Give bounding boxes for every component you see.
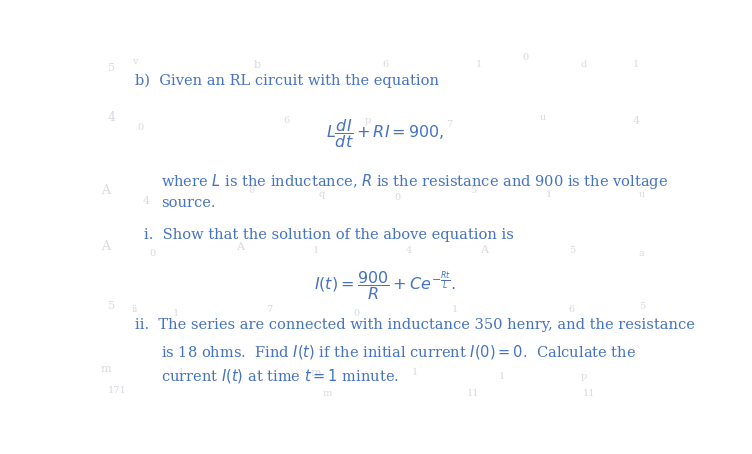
Text: u: u xyxy=(540,113,546,122)
Text: A: A xyxy=(102,184,110,197)
Text: m: m xyxy=(310,368,321,378)
Text: 4: 4 xyxy=(405,246,412,255)
Text: 7: 7 xyxy=(265,305,272,314)
Text: 1: 1 xyxy=(411,368,417,377)
Text: where $L$ is the inductance, $R$ is the resistance and 900 is the voltage: where $L$ is the inductance, $R$ is the … xyxy=(161,172,669,191)
Text: 4: 4 xyxy=(108,111,116,124)
Text: b: b xyxy=(253,60,261,70)
Text: m: m xyxy=(323,389,332,398)
Text: m: m xyxy=(100,364,111,374)
Text: 6: 6 xyxy=(382,60,389,69)
Text: ii.  The series are connected with inductance 350 henry, and the resistance: ii. The series are connected with induct… xyxy=(135,318,695,332)
Text: is 18 ohms.  Find $I(t)$ if the initial current $I(0) = 0$.  Calculate the: is 18 ohms. Find $I(t)$ if the initial c… xyxy=(161,343,636,361)
Text: current $I(t)$ at time $t = 1$ minute.: current $I(t)$ at time $t = 1$ minute. xyxy=(161,367,399,385)
Text: 5: 5 xyxy=(108,301,115,311)
Text: d: d xyxy=(581,60,587,69)
Text: A: A xyxy=(102,240,110,253)
Text: 1: 1 xyxy=(545,190,552,199)
Text: q: q xyxy=(318,190,324,199)
Text: 11: 11 xyxy=(466,389,479,398)
Text: 4: 4 xyxy=(632,116,639,126)
Text: 4: 4 xyxy=(143,196,150,206)
Text: 1: 1 xyxy=(172,309,179,318)
Text: 6: 6 xyxy=(569,305,575,314)
Text: $I(t) = \dfrac{900}{R} + Ce^{-\frac{Rt}{L}}.$: $I(t) = \dfrac{900}{R} + Ce^{-\frac{Rt}{… xyxy=(314,270,456,302)
Text: 5: 5 xyxy=(638,301,645,311)
Text: $L\dfrac{dI}{dt} + RI = 900,$: $L\dfrac{dI}{dt} + RI = 900,$ xyxy=(326,118,444,150)
Text: 0: 0 xyxy=(522,54,529,63)
Text: 1: 1 xyxy=(312,246,319,255)
Text: source.: source. xyxy=(161,196,216,210)
Text: 1: 1 xyxy=(178,368,184,377)
Text: v: v xyxy=(132,57,138,66)
Text: 11: 11 xyxy=(583,389,596,398)
Text: 0: 0 xyxy=(353,309,359,318)
Text: b)  Given an RL circuit with the equation: b) Given an RL circuit with the equation xyxy=(135,74,439,88)
Text: 1: 1 xyxy=(633,60,639,69)
Text: A: A xyxy=(481,245,489,255)
Text: A: A xyxy=(235,242,244,252)
Text: 7: 7 xyxy=(447,120,453,129)
Text: 6: 6 xyxy=(284,116,290,125)
Text: 0: 0 xyxy=(138,123,144,133)
Text: u: u xyxy=(638,190,645,199)
Text: 0: 0 xyxy=(149,249,156,258)
Text: 0: 0 xyxy=(248,186,254,195)
Text: 5: 5 xyxy=(569,246,575,255)
Text: 1: 1 xyxy=(475,60,482,69)
Text: 0: 0 xyxy=(394,193,400,202)
Text: p: p xyxy=(365,116,371,125)
Text: a: a xyxy=(639,249,644,258)
Text: 5: 5 xyxy=(470,186,476,195)
Text: 171: 171 xyxy=(108,385,126,395)
Text: 1: 1 xyxy=(452,305,459,314)
Text: ii: ii xyxy=(132,305,138,314)
Text: 1: 1 xyxy=(499,371,505,380)
Text: i.  Show that the solution of the above equation is: i. Show that the solution of the above e… xyxy=(144,227,514,242)
Text: 5: 5 xyxy=(108,64,115,74)
Text: p: p xyxy=(581,371,587,380)
